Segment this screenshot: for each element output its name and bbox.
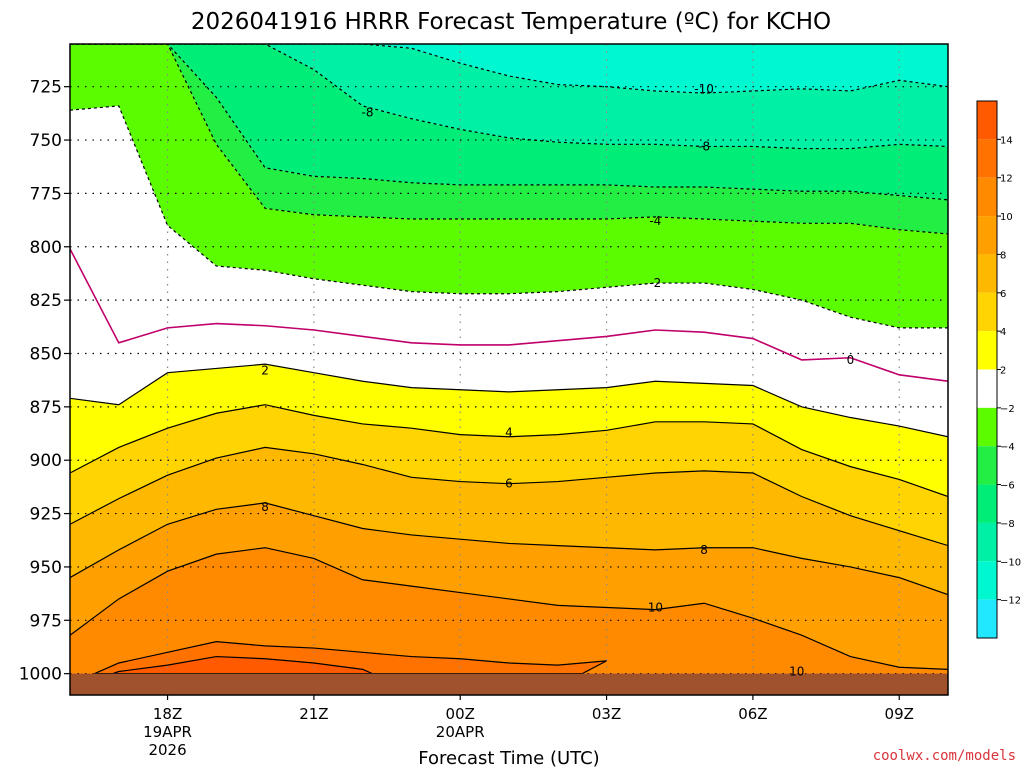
y-tick-label: 975: [30, 611, 62, 631]
fill-band--4-to--2: [70, 44, 948, 328]
contour-line--6: [70, 44, 948, 201]
y-tick-label: 800: [30, 238, 62, 258]
fill-band--8-to--6: [70, 44, 948, 200]
y-tick-label: 950: [30, 558, 62, 578]
fill-band-4-to-6: [70, 404, 948, 546]
contour-line--2: [70, 105, 948, 329]
y-tick-label: 775: [30, 184, 62, 204]
contour-line-2: [70, 363, 948, 438]
chart-title: 2026041916 HRRR Forecast Temperature (ºC…: [191, 9, 831, 35]
colorbar-bin: [977, 522, 997, 562]
fill-band-below-minus-10: [70, 44, 948, 94]
x-tick-label: 06Z: [738, 705, 767, 723]
x-tick-date: 20APR: [436, 723, 485, 741]
contour-label: 10: [648, 600, 663, 614]
contour-label: 6: [505, 477, 513, 491]
colorbar-bin: [977, 446, 997, 485]
y-tick-label: 825: [30, 291, 62, 311]
contour-line-12: [94, 641, 607, 675]
contour-label: -8: [362, 105, 374, 119]
contour-lines: [70, 44, 948, 681]
colorbar-bin: [977, 369, 997, 408]
fill-band--2-to-0: [70, 105, 948, 382]
fill-band-2-to-4: [70, 364, 948, 497]
colorbar-label: −4: [1000, 442, 1015, 453]
contour-line-6: [70, 446, 948, 547]
y-tick-label: 850: [30, 344, 62, 364]
contour-labels: -8 -10 -8 -4 -2 0 2 4 6 8 8 10 10: [261, 82, 854, 679]
colorbar-bin: [977, 254, 997, 293]
fill-band-8-to-10: [70, 502, 948, 670]
y-tick-label: 875: [30, 398, 62, 418]
x-tick-year: 2026: [148, 741, 186, 759]
temperature-fills: [70, 44, 948, 695]
colorbar-label: −2: [1000, 404, 1015, 415]
x-tick-label: 09Z: [885, 705, 914, 723]
x-tick-label: 03Z: [592, 705, 621, 723]
colorbar-label: −6: [1000, 481, 1015, 492]
contour-label: -2: [649, 276, 661, 290]
y-tick-label: 925: [30, 505, 62, 525]
contour-label: -4: [649, 214, 661, 228]
x-axis-label: Forecast Time (UTC): [418, 748, 599, 768]
colorbar-bin: [977, 407, 997, 447]
y-tick-label: 750: [30, 131, 62, 151]
colorbar-label: 8: [1000, 250, 1006, 261]
contour-label: -10: [694, 82, 714, 96]
contour-label: 8: [261, 500, 269, 514]
colorbar-bin: [977, 177, 997, 217]
x-tick-label: 21Z: [299, 705, 328, 723]
fill-band--10-to--8: [70, 44, 948, 149]
colorbar-bin: [977, 561, 997, 600]
y-tick-label: 725: [30, 78, 62, 98]
plot-frame: [69, 43, 949, 696]
colorbar-bin: [977, 599, 997, 638]
y-tick-label: 900: [30, 451, 62, 471]
colorbar-bin: [977, 216, 997, 255]
fill-band--6-to--4: [70, 44, 948, 234]
colorbar-bin: [977, 101, 997, 140]
contour-label: 4: [505, 425, 513, 439]
y-axis-ticks: 725 750 775 800 825 850 875 900 925 950 975 1000: [19, 78, 70, 685]
fill-band-0-to-2: [70, 248, 948, 437]
contour-label: 8: [700, 543, 708, 557]
colorbar-label: 4: [1000, 327, 1006, 338]
contour-label: -8: [698, 139, 710, 153]
colorbar-label: −12: [1000, 596, 1021, 607]
colorbar-bin: [977, 484, 997, 523]
colorbar-label: 14: [1000, 135, 1013, 146]
colorbar-bin: [977, 331, 997, 370]
colorbar-label: 6: [1000, 289, 1006, 300]
colorbar-label: 10: [1000, 212, 1013, 223]
colorbar-label: 2: [1000, 366, 1006, 377]
ground-surface: [70, 673, 948, 695]
y-tick-label: 1000: [19, 665, 62, 685]
fill-band-6-to-8: [70, 447, 948, 595]
plot-area: -8 -10 -8 -4 -2 0 2 4 6 8 8 10 10: [70, 44, 948, 695]
contour-line-4: [70, 404, 948, 498]
contour-label: 10: [789, 665, 804, 679]
colorbar-label: −10: [1000, 557, 1021, 568]
x-tick-label: 18Z: [153, 705, 182, 723]
colorbar-label: 12: [1000, 174, 1013, 185]
contour-label: 2: [261, 364, 269, 378]
colorbar-bin: [977, 292, 997, 332]
contour-line-0: [70, 248, 948, 383]
contour-line-10: [70, 547, 948, 670]
credit-text: coolwx.com/models: [873, 748, 1016, 764]
colorbar-label: −8: [1000, 519, 1015, 530]
x-tick-date: 19APR: [143, 723, 192, 741]
contour-label: 0: [847, 353, 855, 367]
colorbar-bin: [977, 139, 997, 178]
x-tick-label: 00Z: [446, 705, 475, 723]
contour-line-8: [70, 502, 948, 596]
colorbar: 14 12 10 8 6 4 2 −2 −4 −6 −8 −10 −12: [976, 100, 1021, 639]
